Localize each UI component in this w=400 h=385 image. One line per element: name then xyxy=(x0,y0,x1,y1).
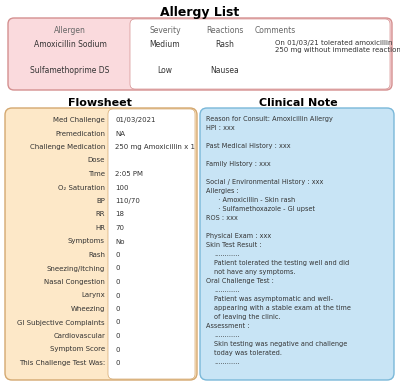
Text: HPI : xxx: HPI : xxx xyxy=(206,125,235,131)
Text: Symptom Score: Symptom Score xyxy=(50,346,105,353)
Text: Oral Challenge Test :: Oral Challenge Test : xyxy=(206,278,274,284)
Text: Medium: Medium xyxy=(150,40,180,49)
Text: · Amoxicillin - Skin rash: · Amoxicillin - Skin rash xyxy=(214,197,295,203)
Text: Severity: Severity xyxy=(149,26,181,35)
Text: 100: 100 xyxy=(115,184,128,191)
Text: Premedication: Premedication xyxy=(55,131,105,137)
Text: 0: 0 xyxy=(115,252,120,258)
Text: 0: 0 xyxy=(115,360,120,366)
Text: Skin testing was negative and challenge: Skin testing was negative and challenge xyxy=(214,341,347,347)
Text: ROS : xxx: ROS : xxx xyxy=(206,215,238,221)
Text: Larynx: Larynx xyxy=(81,293,105,298)
Text: Patient tolerated the testing well and did: Patient tolerated the testing well and d… xyxy=(214,260,349,266)
Text: 2:05 PM: 2:05 PM xyxy=(115,171,143,177)
Text: 18: 18 xyxy=(115,211,124,218)
Text: · Sulfamethoxazole - GI upset: · Sulfamethoxazole - GI upset xyxy=(214,206,315,212)
Text: Allergy List: Allergy List xyxy=(160,6,240,19)
Text: Dose: Dose xyxy=(88,157,105,164)
Text: Nasal Congestion: Nasal Congestion xyxy=(44,279,105,285)
Text: Sulfamethoprime DS: Sulfamethoprime DS xyxy=(30,66,110,75)
Text: not have any symptoms.: not have any symptoms. xyxy=(214,269,296,275)
Text: 0: 0 xyxy=(115,333,120,339)
Text: GI Subjective Complaints: GI Subjective Complaints xyxy=(17,320,105,325)
Text: 250 mg Amoxicillin x 1: 250 mg Amoxicillin x 1 xyxy=(115,144,195,150)
Text: Physical Exam : xxx: Physical Exam : xxx xyxy=(206,233,271,239)
Text: Patient was asymptomatic and well-: Patient was asymptomatic and well- xyxy=(214,296,333,302)
Text: O₂ Saturation: O₂ Saturation xyxy=(58,184,105,191)
Text: ............: ............ xyxy=(214,251,240,257)
Text: Symptoms: Symptoms xyxy=(68,238,105,244)
Text: No: No xyxy=(115,238,124,244)
Text: Skin Test Result :: Skin Test Result : xyxy=(206,242,262,248)
Text: Allergies :: Allergies : xyxy=(206,188,239,194)
FancyBboxPatch shape xyxy=(5,108,197,380)
Text: BP: BP xyxy=(96,198,105,204)
Text: Low: Low xyxy=(158,66,172,75)
Text: Reactions: Reactions xyxy=(206,26,244,35)
Text: Nausea: Nausea xyxy=(211,66,239,75)
Text: Med Challenge: Med Challenge xyxy=(53,117,105,123)
FancyBboxPatch shape xyxy=(130,19,390,89)
FancyBboxPatch shape xyxy=(200,108,394,380)
Text: Past Medical History : xxx: Past Medical History : xxx xyxy=(206,143,291,149)
Text: 0: 0 xyxy=(115,320,120,325)
Text: RR: RR xyxy=(96,211,105,218)
Text: Wheezing: Wheezing xyxy=(71,306,105,312)
Text: Family History : xxx: Family History : xxx xyxy=(206,161,271,167)
Text: Challenge Medication: Challenge Medication xyxy=(30,144,105,150)
Text: 0: 0 xyxy=(115,306,120,312)
Text: today was tolerated.: today was tolerated. xyxy=(214,350,282,356)
Text: Time: Time xyxy=(88,171,105,177)
Text: On 01/03/21 tolerated amoxicillin
250 mg without immediate reaction.: On 01/03/21 tolerated amoxicillin 250 mg… xyxy=(275,40,400,53)
Text: 70: 70 xyxy=(115,225,124,231)
Text: 0: 0 xyxy=(115,293,120,298)
Text: HR: HR xyxy=(95,225,105,231)
Text: 110/70: 110/70 xyxy=(115,198,140,204)
Text: Comments: Comments xyxy=(254,26,296,35)
Text: 0: 0 xyxy=(115,346,120,353)
Text: NA: NA xyxy=(115,131,125,137)
Text: Clinical Note: Clinical Note xyxy=(259,98,337,108)
Text: ............: ............ xyxy=(214,332,240,338)
Text: 01/03/2021: 01/03/2021 xyxy=(115,117,156,123)
Text: Flowsheet: Flowsheet xyxy=(68,98,132,108)
Text: Reason for Consult: Amoxicillin Allergy: Reason for Consult: Amoxicillin Allergy xyxy=(206,116,333,122)
Text: Cardiovascular: Cardiovascular xyxy=(53,333,105,339)
FancyBboxPatch shape xyxy=(108,109,195,379)
Text: appearing with a stable exam at the time: appearing with a stable exam at the time xyxy=(214,305,351,311)
FancyBboxPatch shape xyxy=(8,18,392,90)
Text: ............: ............ xyxy=(214,359,240,365)
Text: Allergen: Allergen xyxy=(54,26,86,35)
Text: ............: ............ xyxy=(214,287,240,293)
Text: 0: 0 xyxy=(115,279,120,285)
Text: Assessment :: Assessment : xyxy=(206,323,250,329)
Text: This Challenge Test Was:: This Challenge Test Was: xyxy=(19,360,105,366)
Text: 0: 0 xyxy=(115,266,120,271)
Text: Sneezing/Itching: Sneezing/Itching xyxy=(47,266,105,271)
Text: Rash: Rash xyxy=(88,252,105,258)
Text: of leaving the clinic.: of leaving the clinic. xyxy=(214,314,281,320)
Text: Rash: Rash xyxy=(216,40,234,49)
Text: Social / Environmental History : xxx: Social / Environmental History : xxx xyxy=(206,179,323,185)
Text: Amoxicillin Sodium: Amoxicillin Sodium xyxy=(34,40,106,49)
